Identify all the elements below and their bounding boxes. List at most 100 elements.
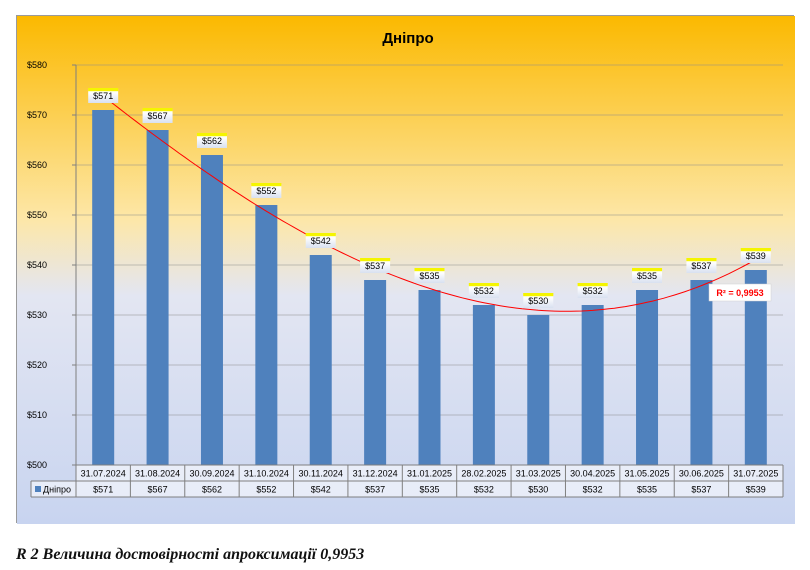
- x-category-label: 30.11.2024: [299, 469, 343, 479]
- data-label-box: [305, 233, 336, 248]
- r2-layer: R² = 0,9953: [708, 283, 772, 302]
- grid-layer: [76, 64, 783, 466]
- data-label: $530: [523, 293, 554, 308]
- table-value: $571: [93, 485, 113, 495]
- bar: [690, 280, 713, 465]
- y-tick-label: $550: [27, 210, 47, 220]
- table-value: $532: [474, 485, 494, 495]
- bar: [472, 305, 495, 465]
- data-label-text: $552: [256, 186, 276, 196]
- data-label: $535: [414, 268, 445, 283]
- data-label-highlight: [251, 183, 282, 186]
- data-label: $537: [360, 258, 391, 273]
- bar: [581, 305, 604, 465]
- data-label-text: $571: [93, 91, 113, 101]
- data-label: $532: [577, 283, 608, 298]
- data-label-highlight: [88, 88, 119, 91]
- data-table: 31.07.2024 $571 31.08.2024 $567 30.09.2024 $5…: [30, 464, 784, 498]
- data-label-highlight: [142, 108, 173, 111]
- y-axis: $500 $510 $520 $530 $540 $550 $560 $570 $580: [27, 60, 77, 470]
- data-label-highlight: [686, 258, 717, 261]
- table-value: $567: [148, 485, 168, 495]
- data-label-box: [632, 268, 663, 283]
- bar: [418, 290, 441, 465]
- bar: [200, 155, 223, 465]
- data-label-layer: $571 $567 $562 $552 $542 $537 $535 $532 $530 $532…: [88, 88, 771, 308]
- x-category-label: 30.04.2025: [570, 469, 615, 479]
- data-label-box: [88, 88, 119, 103]
- table-value: $535: [637, 485, 657, 495]
- data-label-box: [468, 283, 499, 298]
- chart-background: [17, 16, 795, 524]
- x-category-label: 31.10.2024: [244, 469, 289, 479]
- data-label-text: $537: [691, 261, 711, 271]
- table-value: $537: [365, 485, 385, 495]
- x-category-label: 31.08.2024: [135, 469, 180, 479]
- table-value: $539: [746, 485, 766, 495]
- data-label-box: [360, 258, 391, 273]
- data-label-text: $532: [474, 286, 494, 296]
- x-category-label: 31.12.2024: [353, 469, 398, 479]
- data-label: $571: [88, 88, 119, 103]
- data-label-box: [142, 108, 173, 123]
- y-tick-label: $510: [27, 410, 47, 420]
- data-label-highlight: [414, 268, 445, 271]
- y-tick-label: $540: [27, 260, 47, 270]
- data-label-text: $535: [637, 271, 657, 281]
- y-tick-label: $580: [27, 60, 47, 70]
- data-label-highlight: [577, 283, 608, 286]
- x-category-label: 30.09.2024: [189, 469, 234, 479]
- x-category-label: 31.01.2025: [407, 469, 452, 479]
- data-label: $537: [686, 258, 717, 273]
- data-label-highlight: [360, 258, 391, 261]
- table-value: $562: [202, 485, 222, 495]
- data-label-highlight: [523, 293, 554, 296]
- data-label-highlight: [740, 248, 771, 251]
- data-label-highlight: [305, 233, 336, 236]
- table-value: $532: [583, 485, 603, 495]
- data-label-text: $532: [583, 286, 603, 296]
- r2-label: R² = 0,9953: [716, 288, 763, 298]
- bar: [364, 280, 387, 465]
- data-label-box: [686, 258, 717, 273]
- data-label-box: [577, 283, 608, 298]
- data-label-box: [414, 268, 445, 283]
- x-category-label: 31.05.2025: [625, 469, 670, 479]
- y-tick-label: $560: [27, 160, 47, 170]
- data-label-text: $562: [202, 136, 222, 146]
- table-value: $537: [691, 485, 711, 495]
- data-label: $562: [196, 133, 227, 148]
- table-legend-bg: [31, 481, 76, 497]
- bar: [309, 255, 332, 465]
- data-label: $552: [251, 183, 282, 198]
- y-tick-label: $520: [27, 360, 47, 370]
- data-label-box: [523, 293, 554, 308]
- y-tick-label: $570: [27, 110, 47, 120]
- r2-label-box: [708, 283, 772, 302]
- table-value: $530: [528, 485, 548, 495]
- bar: [636, 290, 659, 465]
- data-label-text: $542: [311, 236, 331, 246]
- trendline: [102, 95, 757, 312]
- data-label-text: $539: [746, 251, 766, 261]
- chart-frame: Дніпро $500 $510 $520 $530 $540 $550 $560 $570 $…: [16, 15, 795, 524]
- data-label-box: [740, 248, 771, 263]
- legend-label: Дніпро: [43, 485, 71, 495]
- x-category-label: 31.07.2024: [81, 469, 126, 479]
- table-value: $535: [419, 485, 439, 495]
- data-label-text: $530: [528, 296, 548, 306]
- data-label-text: $567: [148, 111, 168, 121]
- data-label-box: [196, 133, 227, 148]
- bar: [255, 205, 278, 465]
- data-label: $535: [632, 268, 663, 283]
- bar: [146, 130, 169, 465]
- data-label-highlight: [632, 268, 663, 271]
- y-tick-label: $530: [27, 310, 47, 320]
- data-label: $532: [468, 283, 499, 298]
- data-label: $567: [142, 108, 173, 123]
- data-label: $539: [740, 248, 771, 263]
- legend-swatch: [35, 486, 41, 492]
- data-label-text: $537: [365, 261, 385, 271]
- x-category-label: 31.07.2025: [733, 469, 778, 479]
- y-tick-label: $500: [27, 460, 47, 470]
